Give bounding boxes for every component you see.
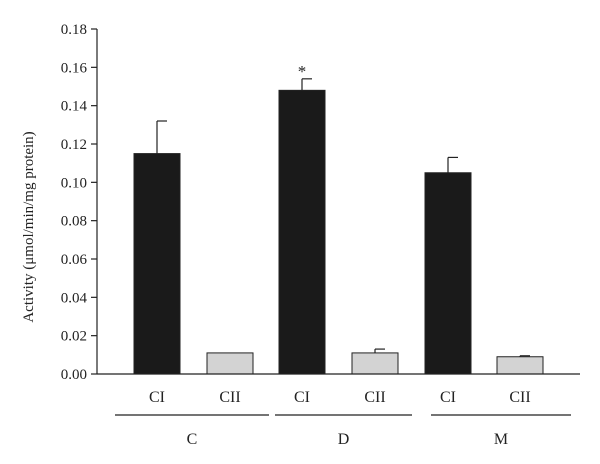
bar [133, 153, 181, 375]
y-tick-label: 0.10 [61, 175, 87, 191]
bar [496, 356, 544, 375]
bar [206, 352, 254, 375]
y-tick-label: 0.04 [61, 290, 88, 306]
bar [351, 352, 399, 375]
group-label: D [338, 431, 350, 448]
group-label: C [187, 431, 198, 448]
bar-label: CI [149, 389, 165, 406]
y-tick-label: 0.00 [61, 367, 87, 383]
bar-label: CI [294, 389, 310, 406]
significance-marker: * [298, 62, 307, 81]
bar-label: CII [509, 389, 530, 406]
bar-label: CI [440, 389, 456, 406]
y-tick-label: 0.08 [61, 214, 87, 230]
bar [424, 172, 472, 375]
y-tick-label: 0.18 [61, 22, 87, 38]
bar-label: CII [364, 389, 385, 406]
y-tick-label: 0.02 [61, 329, 87, 345]
y-axis-title: Activity (μmol/min/mg protein) [21, 131, 37, 322]
bar [278, 89, 326, 375]
y-tick-label: 0.14 [61, 99, 88, 115]
plot-area: 0.00 0.02 0.04 0.06 0.08 0.10 0.12 0.14 0.16 0.18… [61, 22, 580, 448]
bar-label: CII [219, 389, 240, 406]
y-tick-label: 0.06 [61, 252, 88, 268]
y-tick-label: 0.16 [61, 60, 88, 76]
group-label: M [494, 431, 508, 448]
y-tick-label: 0.12 [61, 137, 87, 153]
